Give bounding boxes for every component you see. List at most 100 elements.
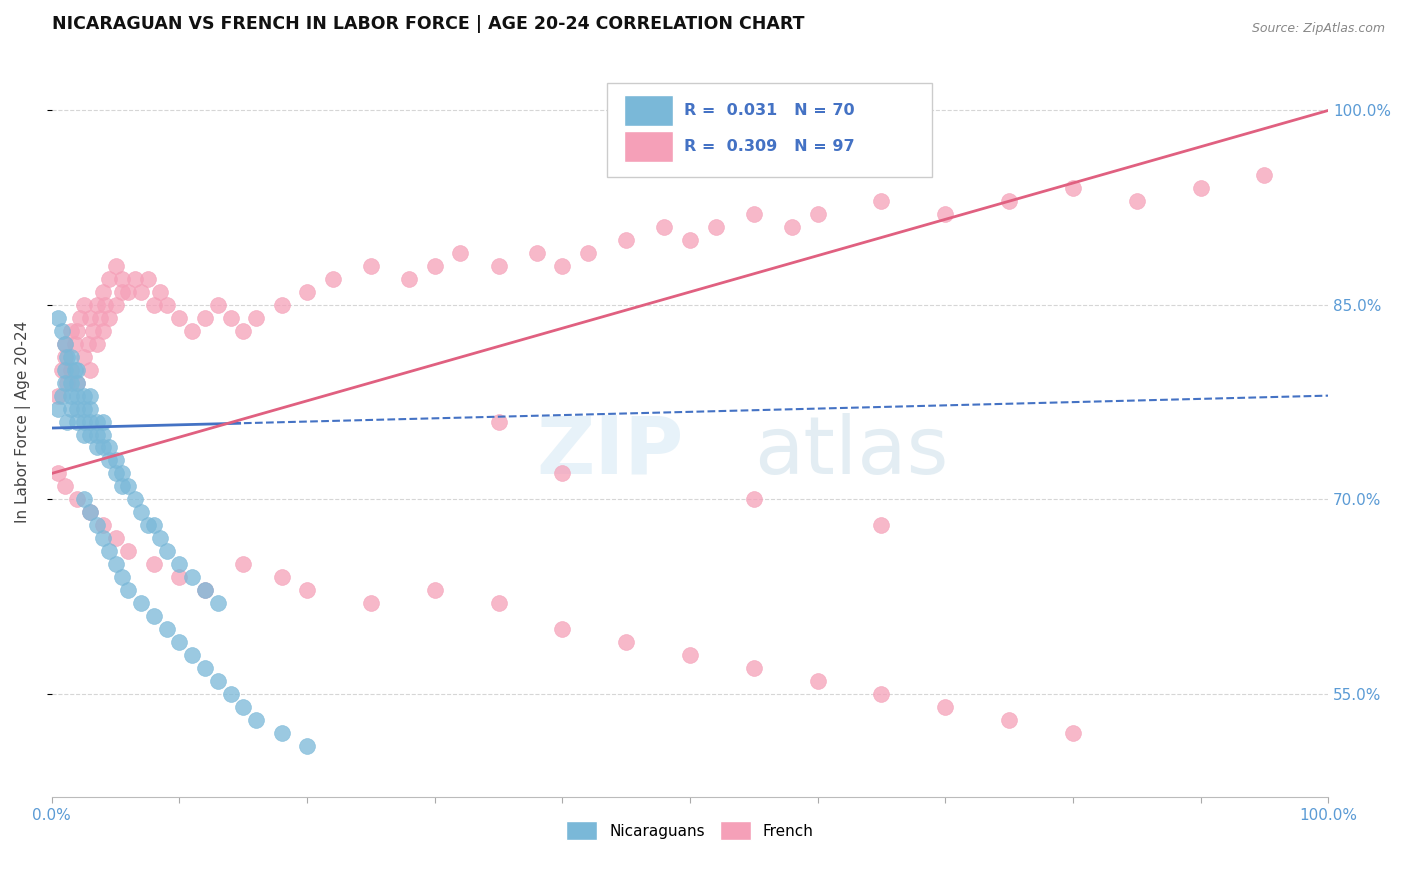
Point bbox=[91, 427, 114, 442]
Point bbox=[111, 272, 134, 286]
Point bbox=[66, 376, 89, 390]
Point bbox=[46, 467, 69, 481]
Point bbox=[169, 557, 191, 571]
Point bbox=[53, 336, 76, 351]
Point bbox=[219, 687, 242, 701]
Text: NICARAGUAN VS FRENCH IN LABOR FORCE | AGE 20-24 CORRELATION CHART: NICARAGUAN VS FRENCH IN LABOR FORCE | AG… bbox=[52, 15, 804, 33]
Point bbox=[91, 531, 114, 545]
Point bbox=[53, 350, 76, 364]
Point bbox=[295, 739, 318, 753]
Point bbox=[98, 310, 121, 325]
Point bbox=[360, 259, 382, 273]
Point bbox=[142, 298, 165, 312]
Point bbox=[169, 310, 191, 325]
Point bbox=[156, 298, 179, 312]
Point bbox=[870, 194, 893, 209]
Point bbox=[73, 389, 96, 403]
Point bbox=[73, 492, 96, 507]
Point bbox=[98, 441, 121, 455]
Point bbox=[551, 622, 574, 636]
Point bbox=[117, 285, 139, 299]
Point bbox=[53, 336, 76, 351]
Point bbox=[91, 285, 114, 299]
Point bbox=[679, 233, 702, 247]
Point bbox=[69, 310, 91, 325]
Point bbox=[614, 233, 637, 247]
Point bbox=[398, 272, 420, 286]
Point bbox=[59, 324, 82, 338]
Point bbox=[91, 324, 114, 338]
Point bbox=[129, 285, 152, 299]
Point bbox=[295, 285, 318, 299]
Point bbox=[207, 298, 229, 312]
Point bbox=[104, 259, 127, 273]
Point bbox=[194, 661, 217, 675]
Point bbox=[1253, 169, 1275, 183]
Point bbox=[194, 583, 217, 598]
FancyBboxPatch shape bbox=[624, 130, 673, 162]
Point bbox=[104, 467, 127, 481]
Point bbox=[89, 310, 111, 325]
Point bbox=[56, 350, 79, 364]
Point bbox=[207, 673, 229, 688]
Point bbox=[63, 336, 86, 351]
Point bbox=[142, 518, 165, 533]
Text: ZIP: ZIP bbox=[537, 413, 685, 491]
Point bbox=[998, 194, 1021, 209]
Point bbox=[98, 453, 121, 467]
Point bbox=[1189, 181, 1212, 195]
Point bbox=[207, 596, 229, 610]
Point bbox=[86, 415, 108, 429]
Point bbox=[79, 415, 101, 429]
Point bbox=[104, 557, 127, 571]
Point bbox=[998, 713, 1021, 727]
Point bbox=[79, 427, 101, 442]
Point bbox=[117, 583, 139, 598]
Point bbox=[94, 298, 117, 312]
Point bbox=[870, 687, 893, 701]
Point bbox=[742, 661, 765, 675]
Point bbox=[1062, 725, 1084, 739]
Point bbox=[53, 376, 76, 390]
Point bbox=[59, 362, 82, 376]
Point bbox=[82, 324, 104, 338]
Point bbox=[576, 246, 599, 260]
Point bbox=[129, 505, 152, 519]
Point bbox=[46, 310, 69, 325]
Point bbox=[654, 220, 676, 235]
Point bbox=[194, 310, 217, 325]
Point bbox=[1062, 181, 1084, 195]
Point bbox=[56, 376, 79, 390]
Point bbox=[66, 415, 89, 429]
Point bbox=[614, 635, 637, 649]
Point bbox=[232, 699, 254, 714]
Point bbox=[86, 298, 108, 312]
Point bbox=[232, 557, 254, 571]
Point bbox=[124, 272, 146, 286]
Point bbox=[322, 272, 344, 286]
Point bbox=[488, 415, 510, 429]
Point bbox=[98, 272, 121, 286]
Point bbox=[142, 609, 165, 624]
Point bbox=[360, 596, 382, 610]
Point bbox=[117, 479, 139, 493]
Point bbox=[111, 570, 134, 584]
Point bbox=[66, 362, 89, 376]
Point bbox=[51, 389, 73, 403]
Point bbox=[91, 518, 114, 533]
FancyBboxPatch shape bbox=[624, 95, 673, 126]
Point bbox=[194, 583, 217, 598]
Point bbox=[111, 285, 134, 299]
Point bbox=[780, 220, 803, 235]
Point bbox=[73, 427, 96, 442]
Point bbox=[104, 453, 127, 467]
Point bbox=[551, 259, 574, 273]
Point bbox=[86, 427, 108, 442]
Point bbox=[219, 310, 242, 325]
Point bbox=[449, 246, 471, 260]
Point bbox=[169, 635, 191, 649]
Point bbox=[51, 362, 73, 376]
Point bbox=[245, 713, 267, 727]
Point bbox=[551, 467, 574, 481]
Point bbox=[59, 389, 82, 403]
